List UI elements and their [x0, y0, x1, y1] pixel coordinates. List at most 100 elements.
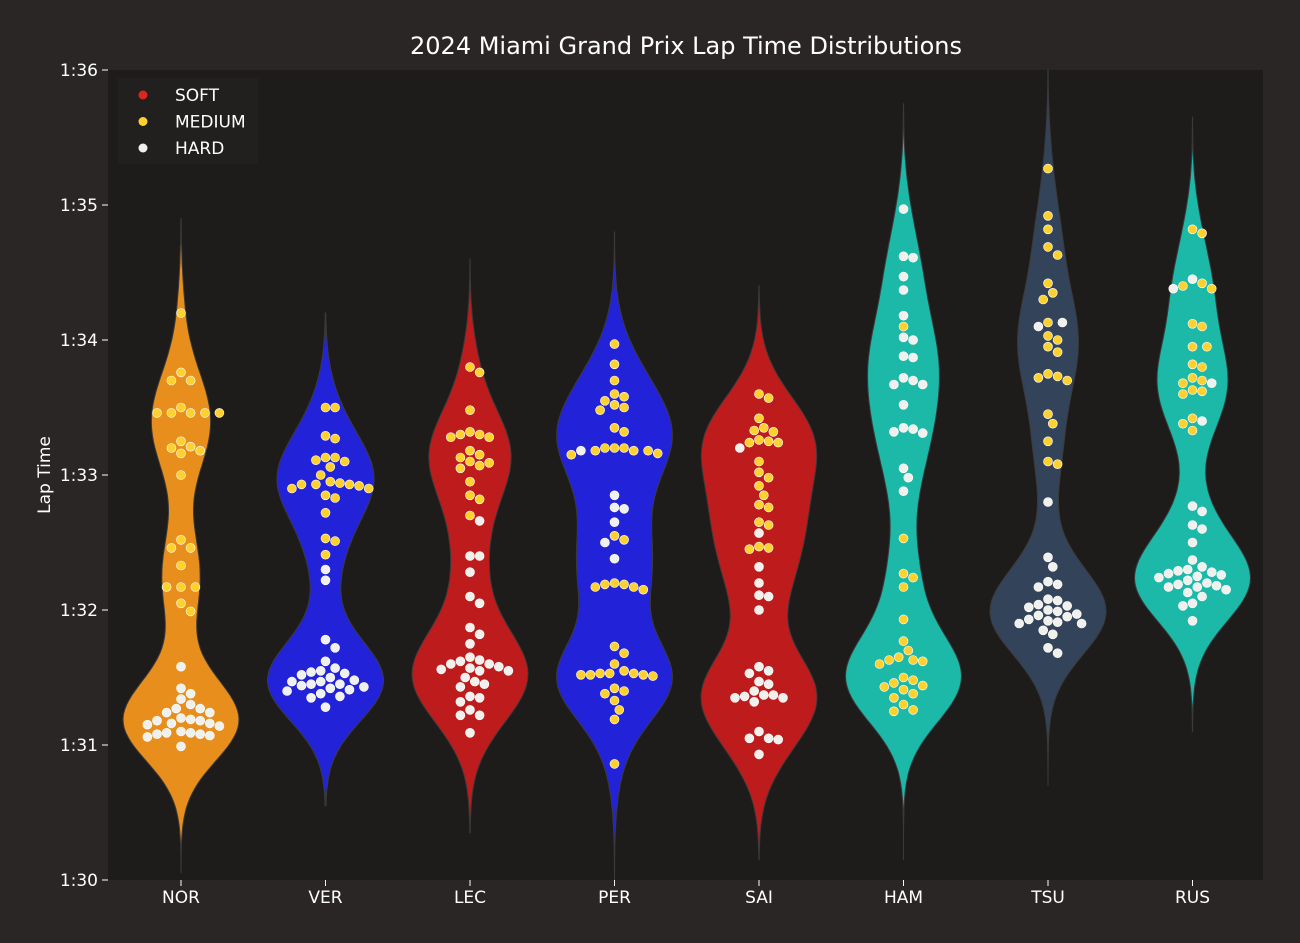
lap-point-medium [1178, 418, 1188, 429]
lap-point-medium [176, 436, 186, 447]
lap-point-medium [754, 541, 764, 552]
lap-point-medium [363, 483, 374, 494]
lap-point-medium [908, 705, 918, 715]
lap-point-medium [445, 432, 456, 443]
lap-point-medium [884, 655, 894, 665]
lap-point-medium [648, 671, 658, 681]
lap-point-medium [1187, 359, 1198, 370]
lap-point-hard [1192, 582, 1203, 592]
lap-point-hard [474, 665, 485, 676]
lap-point-medium [1043, 409, 1053, 420]
lap-point-hard [335, 691, 345, 702]
lap-point-hard [1057, 317, 1068, 328]
lap-point-medium [335, 478, 345, 488]
lap-point-medium [643, 445, 653, 456]
lap-point-medium [908, 688, 918, 699]
x-axis: NOR VER LEC PER SAI HAM TSU RUS [162, 880, 1210, 908]
lap-point-hard [898, 310, 909, 321]
lap-point-medium [1178, 389, 1188, 399]
lap-point-medium [1043, 163, 1053, 174]
legend-label-soft: SOFT [175, 86, 220, 106]
lap-point-hard [1076, 618, 1087, 629]
lap-point-hard [898, 271, 909, 282]
lap-point-medium [908, 572, 918, 583]
lap-point-medium [609, 399, 620, 410]
lap-point-hard [320, 656, 331, 667]
lap-point-hard [214, 721, 225, 731]
lap-point-medium [754, 435, 764, 445]
lap-point-medium [898, 614, 909, 625]
lap-point-hard [1197, 591, 1207, 602]
lap-point-hard [176, 694, 186, 704]
lap-point-medium [455, 452, 466, 463]
lap-point-hard [917, 379, 928, 390]
lap-point-hard [315, 676, 326, 687]
lap-point-hard [1178, 601, 1188, 611]
lap-point-medium [749, 425, 760, 436]
lap-point-medium [576, 669, 586, 680]
lap-point-medium [1038, 294, 1048, 305]
lap-point-hard [455, 656, 466, 667]
lap-point-hard [1202, 578, 1212, 588]
lap-point-hard [315, 665, 326, 676]
lap-point-medium [455, 463, 466, 474]
lap-point-medium [465, 510, 475, 521]
lap-point-hard [339, 668, 350, 679]
lap-point-hard [296, 680, 307, 691]
lap-point-hard [1187, 501, 1198, 511]
lap-point-medium [566, 449, 577, 460]
lap-point-hard [1182, 575, 1193, 586]
lap-point-hard [1187, 520, 1198, 530]
lap-point-hard [908, 252, 918, 263]
lap-point-hard [619, 503, 629, 514]
lap-point-hard [763, 665, 774, 676]
lap-point-hard [898, 399, 909, 410]
lap-point-medium [311, 455, 321, 466]
lap-point-medium [176, 560, 186, 571]
x-tick-label: VER [308, 888, 342, 908]
lap-point-medium [296, 479, 307, 490]
lap-point-medium [185, 543, 196, 553]
lap-point-hard [306, 679, 316, 690]
lap-point-hard [436, 664, 447, 675]
legend: SOFT MEDIUM HARD [118, 78, 258, 164]
lap-point-medium [214, 408, 225, 418]
lap-point-medium [609, 443, 620, 453]
lap-point-medium [1052, 459, 1063, 470]
lap-point-medium [609, 578, 620, 588]
lap-point-hard [455, 696, 466, 707]
lap-point-hard [898, 285, 909, 295]
lap-points [142, 163, 1231, 769]
violin-tsu [989, 69, 1107, 786]
lap-point-medium [758, 422, 769, 433]
lap-point-medium [176, 402, 186, 413]
lap-point-hard [465, 638, 475, 649]
lap-point-hard [898, 422, 909, 433]
lap-point-hard [749, 696, 760, 707]
lap-point-medium [320, 430, 331, 441]
y-tick-label: 1:36 [60, 61, 98, 81]
lap-point-medium [1187, 425, 1198, 436]
lap-point-medium [590, 582, 601, 592]
lap-point-medium [638, 584, 649, 595]
lap-point-medium [874, 659, 885, 669]
lap-point-hard [185, 688, 196, 699]
lap-point-medium [1197, 321, 1207, 332]
lap-point-hard [474, 598, 485, 609]
lap-point-medium [754, 456, 764, 467]
lap-point-medium [638, 669, 649, 680]
lap-point-medium [609, 389, 620, 399]
lap-point-medium [465, 445, 475, 456]
lap-point-hard [142, 732, 153, 742]
lap-point-medium [185, 375, 196, 386]
lap-point-medium [200, 408, 210, 418]
lap-point-medium [898, 568, 909, 579]
lap-point-medium [465, 362, 475, 372]
lap-point-medium [311, 479, 321, 490]
lap-point-hard [1048, 561, 1058, 572]
lap-point-medium [1052, 335, 1063, 345]
lap-point-medium [1206, 283, 1217, 294]
lap-point-hard [142, 719, 153, 730]
lap-point-medium [185, 441, 196, 452]
lap-point-hard [600, 537, 610, 548]
